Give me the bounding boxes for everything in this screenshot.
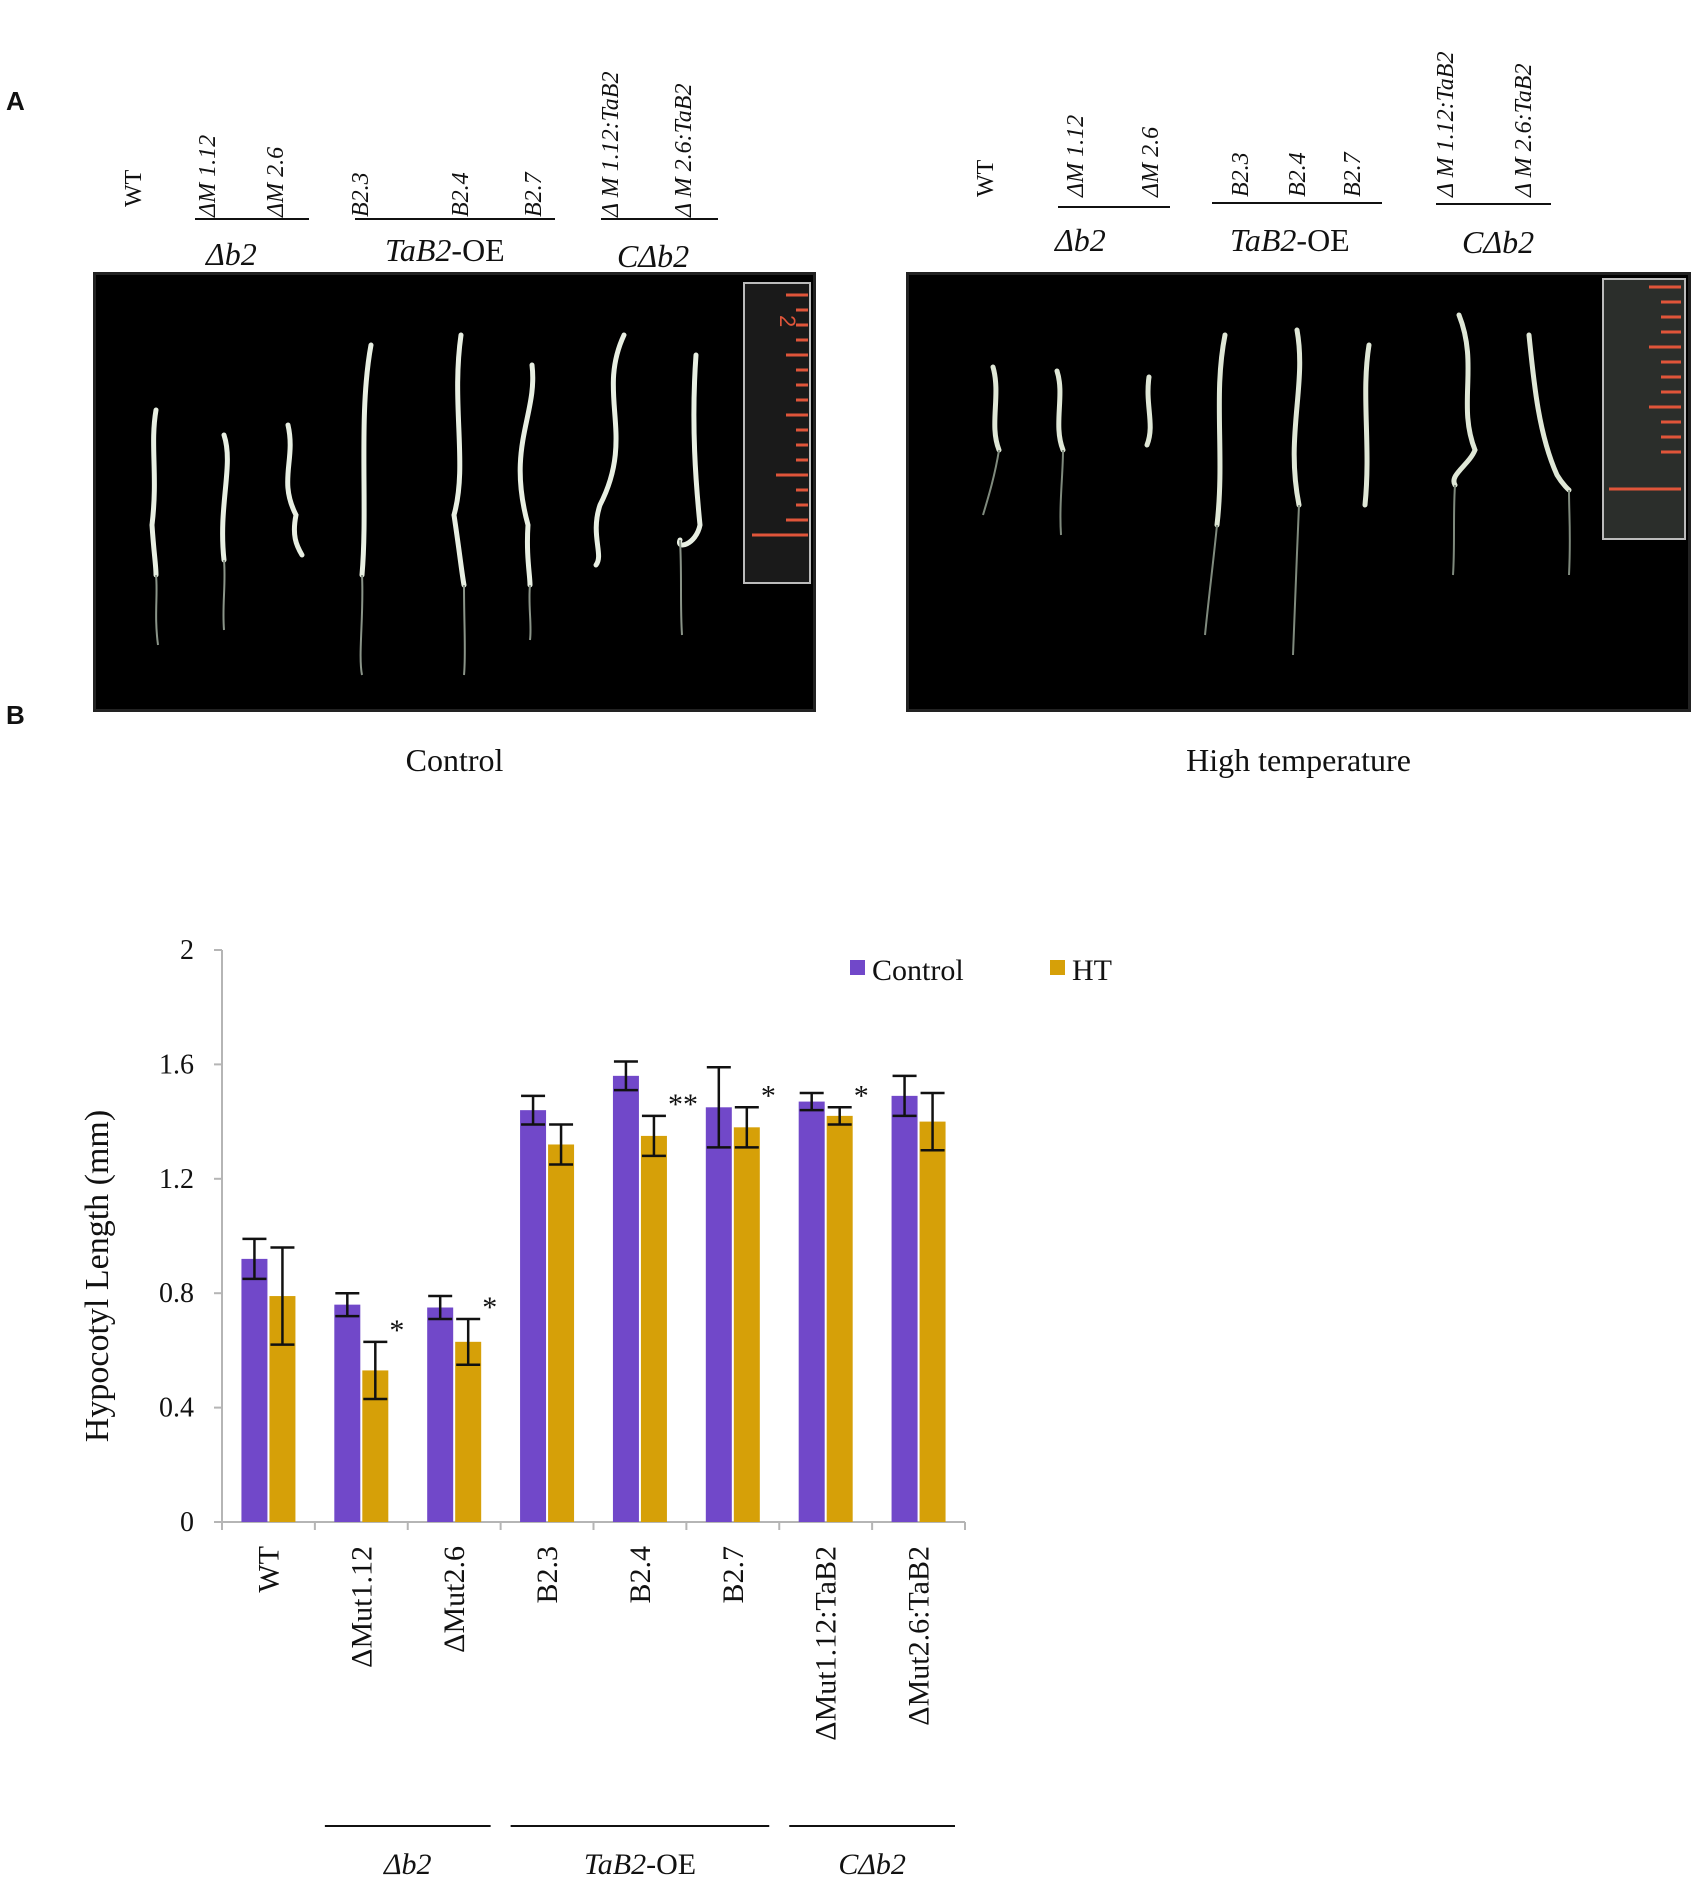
significance-marker: * xyxy=(761,1079,776,1112)
sample-label-b23-ht: B2.3 xyxy=(1228,152,1254,197)
sample-label-wt: WT xyxy=(121,169,147,207)
hypocotyl-length-chart: 0 0.4 0.8 1.2 1.6 2 Hypocotyl Length (mm) WT * ΔM… xyxy=(79,935,1112,1881)
x-category-label: ΔMut1.12:TaB2 xyxy=(810,1546,843,1741)
y-tick-label: 0.8 xyxy=(159,1278,194,1309)
seedling-b27 xyxy=(517,362,536,588)
ruler-high-temperature xyxy=(1602,278,1686,540)
right-group-label-db2: Δb2 xyxy=(1055,222,1106,258)
seedling-b23 xyxy=(359,342,374,578)
bar-control-3 xyxy=(520,1110,547,1522)
left-group-label-db2: Δb2 xyxy=(206,236,257,272)
left-group-line-db2 xyxy=(195,218,309,220)
significance-marker: ** xyxy=(668,1088,698,1121)
panel-label-b: B xyxy=(6,700,25,730)
sample-label-wt-ht: WT xyxy=(973,159,999,197)
group-bracket-label: CΔb2 xyxy=(838,1848,906,1881)
group-bracket-label: Δb2 xyxy=(383,1848,432,1881)
seedling-dm112-ht xyxy=(1054,368,1066,453)
control-seedlings-drawing: 2 xyxy=(149,282,811,676)
sample-label-dm112: ΔM 1.12 xyxy=(195,134,221,217)
bar-control-2 xyxy=(427,1307,454,1522)
seedling-dm26-tab2-ht xyxy=(1526,332,1572,493)
sample-label-b24-ht: B2.4 xyxy=(1285,152,1311,197)
bar-control-5 xyxy=(705,1107,732,1522)
seedling-b24-ht xyxy=(1291,327,1303,508)
sample-label-b27: B2.7 xyxy=(521,172,547,217)
bar-ht-5 xyxy=(733,1127,760,1522)
seedling-dm112 xyxy=(220,432,230,563)
seedling-wt-ht xyxy=(990,364,1002,453)
ruler-control: 2 xyxy=(743,282,811,584)
legend-swatch-ht xyxy=(1050,960,1065,975)
sample-label-dm26-tab2: Δ M 2.6:TaB2 xyxy=(671,83,697,217)
panel-label-a: A xyxy=(6,86,25,116)
seedling-dm26 xyxy=(285,422,305,558)
x-category-label: B2.7 xyxy=(717,1546,750,1604)
y-axis-label: Hypocotyl Length (mm) xyxy=(79,1110,116,1442)
seedling-b24 xyxy=(451,332,467,588)
y-tick-label: 1.2 xyxy=(159,1164,194,1195)
left-group-line-cdb2 xyxy=(601,218,718,220)
bar-ht-6 xyxy=(826,1115,853,1522)
bar-ht-3 xyxy=(548,1144,575,1522)
seedling-dm26-ht xyxy=(1144,374,1153,448)
seedling-dm112-tab2 xyxy=(593,332,627,568)
legend-label-control: Control xyxy=(872,954,964,987)
sample-label-dm26: ΔM 2.6 xyxy=(263,146,289,217)
high-temperature-seedling-photo xyxy=(906,272,1691,712)
y-tick-label: 2 xyxy=(180,935,194,966)
right-group-line-cdb2 xyxy=(1436,203,1551,205)
bar-control-1 xyxy=(334,1304,361,1522)
significance-marker: * xyxy=(482,1291,497,1324)
bar-ht-4 xyxy=(640,1135,667,1522)
x-category-label: B2.3 xyxy=(531,1546,564,1604)
x-category-label: B2.4 xyxy=(624,1546,657,1604)
x-category-label: ΔMut2.6:TaB2 xyxy=(903,1546,936,1726)
bar-ht-7 xyxy=(919,1121,946,1522)
photo-caption-control: Control xyxy=(405,742,504,778)
photo-caption-high-temperature: High temperature xyxy=(1186,742,1411,778)
control-seedling-photo: 2 xyxy=(93,272,816,712)
significance-marker: * xyxy=(389,1314,404,1347)
significance-marker: * xyxy=(854,1079,869,1112)
sample-label-dm112-tab2: Δ M 1.12:TaB2 xyxy=(598,71,624,217)
y-tick-label: 1.6 xyxy=(159,1049,194,1080)
right-group-line-db2 xyxy=(1058,206,1170,208)
seedling-dm26-tab2 xyxy=(677,352,703,548)
high-temperature-seedlings-drawing xyxy=(982,278,1686,656)
bar-control-0 xyxy=(241,1258,268,1522)
bar-control-6 xyxy=(798,1101,825,1522)
sample-label-dm112-ht: ΔM 1.12 xyxy=(1063,114,1089,197)
seedling-dm112-tab2-ht xyxy=(1451,312,1478,488)
sample-label-b23: B2.3 xyxy=(348,172,374,217)
bar-control-4 xyxy=(612,1075,639,1522)
x-category-label: WT xyxy=(252,1546,285,1593)
x-category-label: ΔMut2.6 xyxy=(438,1546,471,1653)
bar-control-7 xyxy=(891,1095,918,1522)
right-group-label-cdb2: CΔb2 xyxy=(1462,224,1535,260)
y-tick-label: 0.4 xyxy=(159,1393,194,1424)
seedling-wt xyxy=(149,407,159,578)
sample-label-dm112-tab2-ht: Δ M 1.12:TaB2 xyxy=(1433,51,1459,197)
bar-ht-2 xyxy=(455,1341,482,1522)
sample-label-b27-ht: B2.7 xyxy=(1340,152,1366,197)
sample-label-b24: B2.4 xyxy=(448,172,474,217)
sample-label-dm26-tab2-ht: Δ M 2.6:TaB2 xyxy=(1511,63,1537,197)
sample-label-dm26-ht: ΔM 2.6 xyxy=(1138,126,1164,197)
seedling-b27-ht xyxy=(1362,342,1372,508)
y-tick-label: 0 xyxy=(180,1507,194,1538)
right-group-line-oe xyxy=(1212,202,1382,204)
x-category-label: ΔMut1.12 xyxy=(345,1546,378,1668)
group-bracket-label: TaB2-OE xyxy=(584,1848,696,1881)
left-group-label-cdb2: CΔb2 xyxy=(617,238,690,274)
legend-label-ht: HT xyxy=(1072,954,1112,987)
seedling-b23-ht xyxy=(1214,332,1228,528)
right-group-label-oe: TaB2-OE xyxy=(1230,222,1350,258)
left-group-label-oe: TaB2-OE xyxy=(385,232,505,268)
ruler-number: 2 xyxy=(775,315,800,327)
legend-swatch-control xyxy=(850,960,865,975)
left-group-line-oe xyxy=(355,218,555,220)
